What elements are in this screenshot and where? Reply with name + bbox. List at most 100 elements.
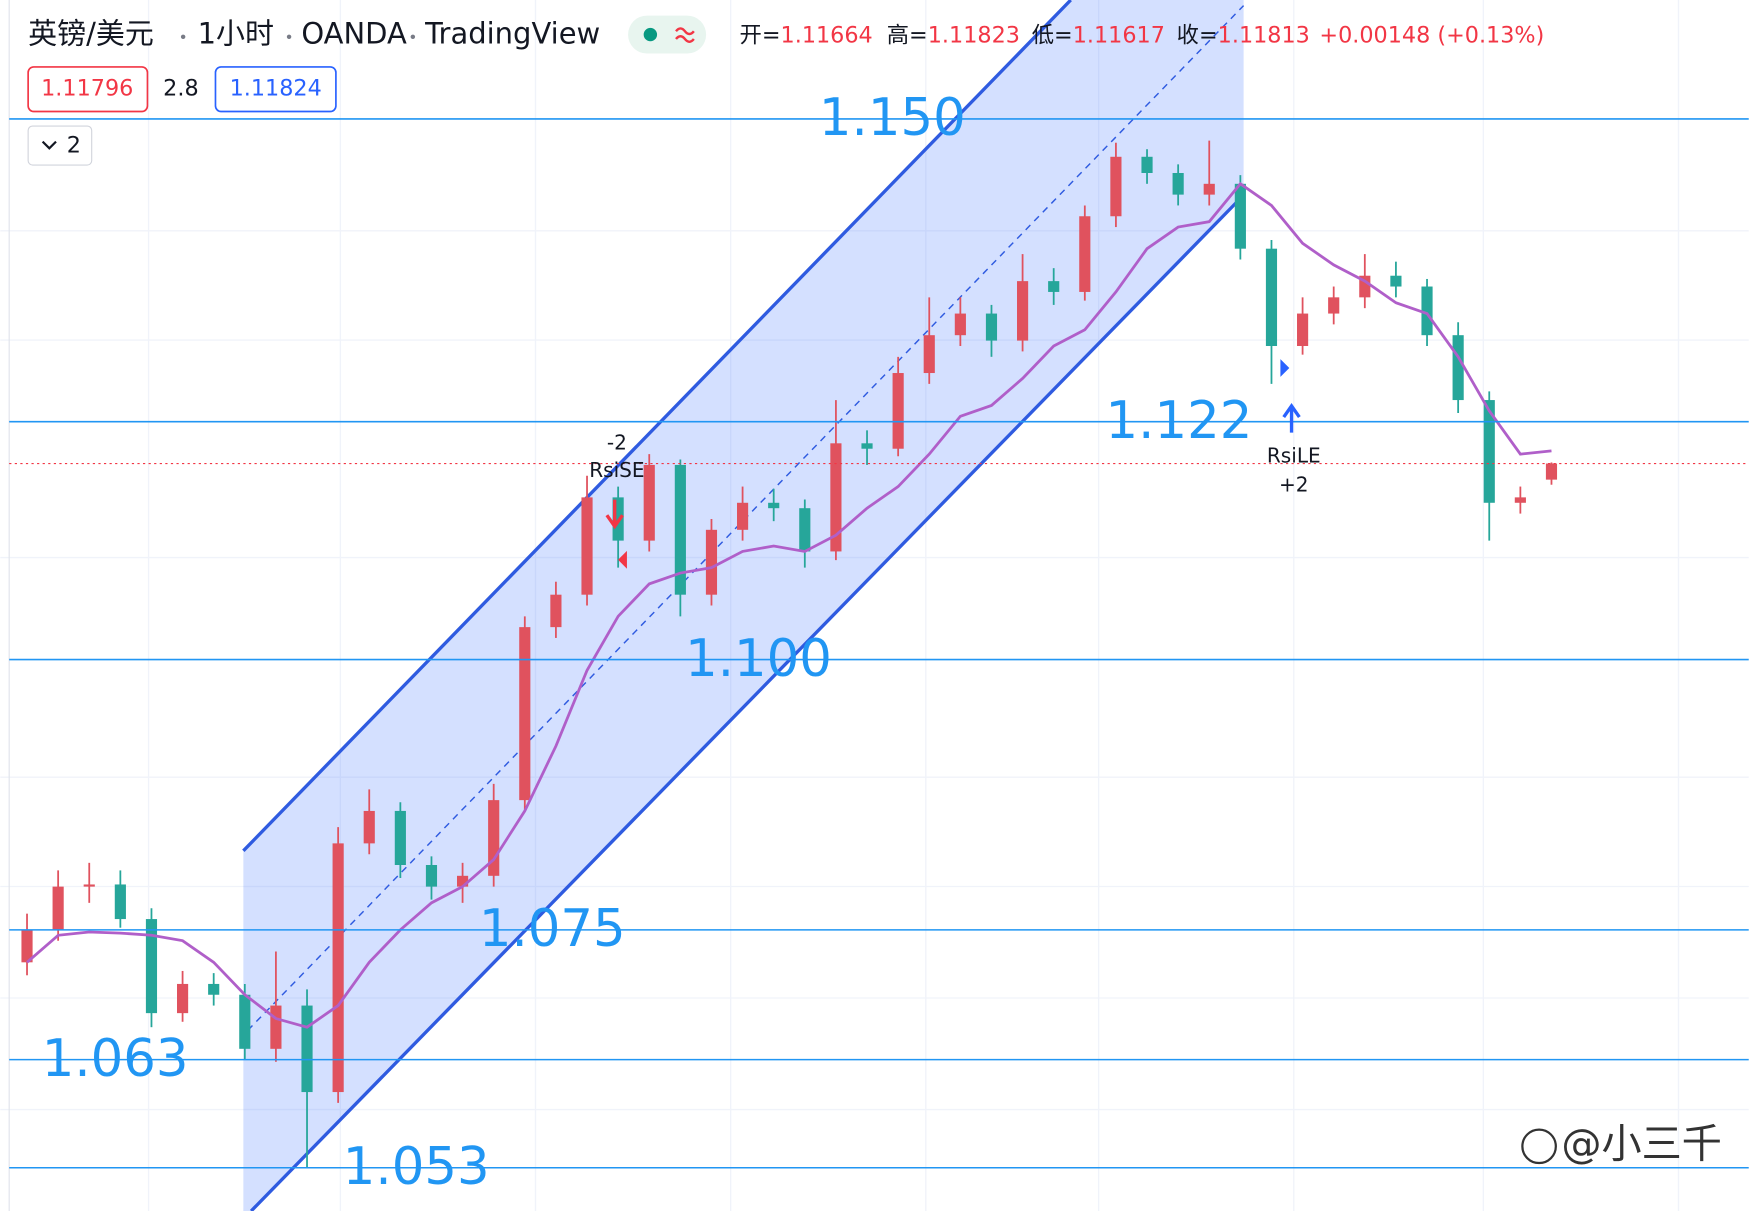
watermark: @小三千 bbox=[1561, 1121, 1722, 1167]
candle-body bbox=[519, 627, 531, 801]
candle-body bbox=[1172, 173, 1184, 195]
candle-body bbox=[1297, 313, 1309, 347]
candle-body bbox=[394, 810, 406, 865]
channel-upper bbox=[242, 0, 1072, 852]
ohlc-value: 1.11823 bbox=[928, 22, 1020, 48]
candle-body bbox=[861, 443, 873, 449]
candle-body bbox=[768, 502, 780, 509]
candle-body bbox=[177, 983, 189, 1014]
candle-body bbox=[114, 884, 126, 920]
ohlc-value: 1.11813 bbox=[1218, 22, 1310, 48]
ohlc-label: 开= bbox=[740, 22, 781, 48]
candle-body bbox=[1483, 400, 1495, 503]
ohlc-label: 低= bbox=[1032, 22, 1073, 48]
candle-body bbox=[1048, 281, 1060, 292]
header: 英镑/美元 1小时 OANDA TradingView 开=1.11664 高=… bbox=[27, 15, 1545, 166]
change: +0.00148 (+0.13%) bbox=[1319, 22, 1544, 48]
indicators-count[interactable]: 2 bbox=[67, 133, 81, 159]
level-label: 1.100 bbox=[685, 629, 832, 689]
sell-marker bbox=[618, 550, 627, 569]
signal-qty: +2 bbox=[1279, 473, 1309, 497]
candle-body bbox=[208, 983, 220, 995]
signals: -2 RsiSE RsiLE +2 bbox=[589, 359, 1321, 569]
signal-label: RsiSE bbox=[589, 458, 644, 482]
ohlc-label: 高= bbox=[887, 22, 928, 48]
candle-body bbox=[21, 929, 33, 963]
sell-arrow bbox=[605, 499, 624, 530]
candle-body bbox=[332, 843, 344, 1093]
level-label: 1.053 bbox=[343, 1137, 490, 1197]
candle-body bbox=[239, 994, 251, 1049]
watermark-logo bbox=[1521, 1128, 1557, 1165]
status-wave bbox=[675, 27, 695, 44]
channel-lower bbox=[249, 193, 1245, 1211]
ohlc: 开=1.11664 高=1.11823 低=1.11617 收=1.11813 … bbox=[740, 22, 1545, 48]
ohlc-value: 1.11617 bbox=[1073, 22, 1165, 48]
separator bbox=[180, 34, 186, 40]
candle-body bbox=[643, 464, 655, 541]
collapse-button[interactable] bbox=[27, 125, 93, 166]
candle-body bbox=[581, 497, 593, 595]
candle-body bbox=[705, 529, 718, 595]
candle-body bbox=[923, 335, 935, 374]
status-dot bbox=[643, 27, 658, 42]
candle-body bbox=[1203, 183, 1215, 195]
sell-button[interactable] bbox=[27, 66, 149, 113]
candle-body bbox=[954, 313, 966, 336]
separator bbox=[286, 34, 292, 40]
buy-button[interactable] bbox=[214, 66, 337, 113]
candle-body bbox=[1079, 216, 1091, 292]
candle-body bbox=[1452, 335, 1464, 401]
symbol: 英镑/美元 bbox=[28, 17, 154, 51]
candle-body bbox=[1359, 275, 1371, 298]
candle-body bbox=[457, 875, 469, 887]
candle-body bbox=[270, 1005, 282, 1049]
channel-fill bbox=[243, 0, 1244, 1211]
candle-body bbox=[425, 865, 438, 887]
candle-body bbox=[363, 810, 375, 844]
candle-body bbox=[830, 443, 842, 552]
spread: 2.8 bbox=[163, 76, 198, 102]
candle-body bbox=[674, 464, 686, 595]
candle-body bbox=[1110, 156, 1122, 217]
ask[interactable]: 1.11824 bbox=[230, 76, 322, 102]
candle-body bbox=[1545, 463, 1558, 480]
candle-body bbox=[892, 373, 904, 449]
signal-label: RsiLE bbox=[1267, 444, 1321, 468]
candle-body bbox=[1421, 286, 1433, 336]
ohlc-value: 1.11664 bbox=[781, 22, 873, 48]
candle-body bbox=[301, 1005, 313, 1093]
candle-body bbox=[83, 884, 95, 887]
candle-body bbox=[799, 508, 811, 552]
candle-body bbox=[1234, 183, 1246, 249]
status-badge[interactable] bbox=[628, 15, 707, 54]
candle-body bbox=[145, 919, 158, 1014]
candle-body bbox=[550, 594, 562, 628]
signal-qty: -2 bbox=[607, 430, 627, 454]
source: OANDA bbox=[301, 17, 407, 51]
candle-body bbox=[52, 886, 64, 930]
candle-body bbox=[985, 313, 998, 341]
buy-arrow bbox=[1282, 402, 1301, 433]
interval: 1小时 bbox=[198, 17, 274, 51]
level-label: 1.150 bbox=[819, 88, 966, 148]
brand: TradingView bbox=[424, 17, 600, 51]
candle-body bbox=[1141, 156, 1153, 174]
candle-body bbox=[737, 502, 749, 530]
chevron bbox=[41, 140, 57, 150]
level-label: 1.122 bbox=[1106, 391, 1253, 451]
moving-average bbox=[26, 181, 1552, 1029]
level-label: 1.063 bbox=[42, 1029, 189, 1089]
candle-body bbox=[1328, 297, 1340, 314]
candle-body bbox=[1514, 497, 1526, 503]
candle-body bbox=[488, 800, 500, 876]
candle-body bbox=[1017, 281, 1029, 341]
ohlc-label: 收= bbox=[1177, 22, 1218, 48]
buy-marker bbox=[1280, 359, 1290, 377]
level-label: 1.075 bbox=[479, 899, 626, 959]
bid[interactable]: 1.11796 bbox=[41, 76, 133, 102]
candle-body bbox=[1390, 275, 1402, 287]
separator bbox=[410, 34, 416, 40]
